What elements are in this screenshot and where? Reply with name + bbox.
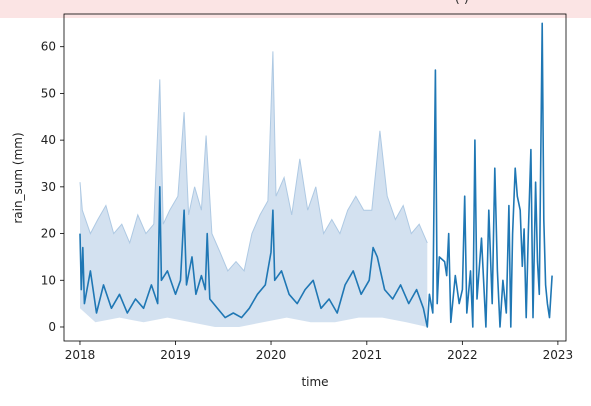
y-tick-label: 60 bbox=[41, 40, 56, 54]
y-axis: 0 10 20 30 40 50 60 bbox=[41, 40, 64, 334]
confidence-band bbox=[80, 51, 428, 328]
x-tick-label: 2019 bbox=[160, 348, 191, 362]
axes-frame bbox=[63, 13, 567, 342]
series-line-rain-sum bbox=[79, 22, 553, 328]
x-tick-label: 2021 bbox=[352, 348, 383, 362]
plot-area bbox=[79, 22, 553, 328]
band-upper-edge bbox=[79, 51, 428, 272]
x-tick-label: 2018 bbox=[65, 348, 96, 362]
top-strip: (·) bbox=[0, 0, 591, 18]
x-axis: 2018 2019 2020 2021 2022 2023 bbox=[65, 341, 573, 362]
y-tick-label: 30 bbox=[41, 180, 56, 194]
x-tick-label: 2023 bbox=[543, 348, 574, 362]
header-fragment: (·) bbox=[455, 0, 469, 6]
x-tick-label: 2020 bbox=[256, 348, 287, 362]
y-tick-label: 0 bbox=[48, 320, 56, 334]
y-axis-label: rain_sum (mm) bbox=[11, 132, 25, 223]
x-tick-label: 2022 bbox=[447, 348, 478, 362]
y-tick-label: 40 bbox=[41, 133, 56, 147]
y-tick-label: 10 bbox=[41, 273, 56, 287]
x-axis-label: time bbox=[301, 375, 328, 389]
y-tick-label: 20 bbox=[41, 227, 56, 241]
y-tick-label: 50 bbox=[41, 86, 56, 100]
